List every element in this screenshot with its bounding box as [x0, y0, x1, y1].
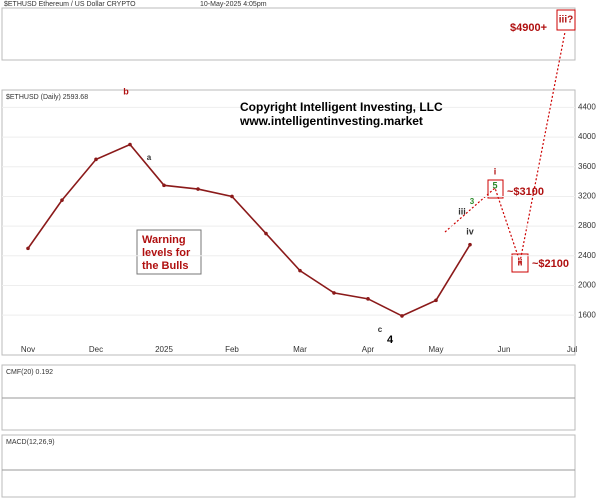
annotation: levels for	[142, 247, 191, 259]
x-tick-label: Jul	[567, 345, 577, 354]
price-point	[468, 242, 472, 247]
x-tick-label: 2025	[155, 345, 173, 354]
annotation: b	[123, 86, 129, 96]
y-tick-label: 3600	[578, 162, 596, 171]
y-tick-label: 4000	[578, 132, 596, 141]
macd-panel	[1, 434, 576, 498]
cmf-label: CMF(20) 0.192	[6, 369, 53, 376]
y-tick-label: 2400	[578, 251, 596, 260]
annotation: ~$2100	[532, 258, 569, 270]
price-panel	[1, 89, 576, 356]
y-tick-label: 2800	[578, 221, 596, 230]
annotation: c	[378, 325, 383, 334]
annotation: Copyright Intelligent Investing, LLC	[240, 100, 443, 114]
price-point	[332, 291, 336, 295]
x-tick-label: Feb	[225, 345, 239, 354]
annotation: 3	[470, 197, 475, 206]
price-point	[366, 297, 370, 301]
annotation: iii?	[559, 15, 573, 26]
price-point	[94, 157, 98, 162]
chart-date: 10-May-2025 4:05pm	[200, 1, 267, 8]
annotation: Warning	[142, 234, 186, 246]
x-tick-label: Dec	[89, 345, 103, 354]
x-tick-label: Mar	[293, 345, 307, 354]
annotation: $4900+	[510, 22, 547, 34]
y-tick-label: 1600	[578, 310, 596, 319]
box-5	[487, 179, 504, 199]
annotation: 5	[492, 180, 497, 190]
price-point	[400, 314, 404, 318]
annotation: iii	[458, 206, 466, 216]
annotation: ~$3100	[507, 186, 544, 198]
annotation: a	[147, 153, 152, 162]
x-tick-label: Jun	[498, 345, 511, 354]
price-point	[264, 231, 268, 236]
annotation: ii	[517, 257, 522, 267]
y-tick-label: 2000	[578, 281, 596, 290]
annotation: 4	[387, 334, 394, 346]
annotation: iv	[466, 226, 474, 236]
price-point	[434, 298, 438, 303]
annotation: www.intelligentinvesting.market	[239, 114, 423, 128]
forecast-path	[444, 31, 566, 265]
warning-box	[136, 229, 202, 275]
chart-title: $ETHUSD Ethereum / US Dollar CRYPTO	[4, 1, 136, 8]
macd-label: MACD(12,26,9)	[6, 439, 55, 446]
price-point	[196, 187, 200, 191]
x-tick-label: Nov	[21, 345, 35, 354]
box-iii	[556, 9, 576, 31]
series-label: $ETHUSD (Daily) 2593.68	[6, 94, 88, 101]
annotation: i	[494, 166, 497, 176]
y-tick-label: 3200	[578, 192, 596, 201]
x-tick-label: May	[428, 345, 443, 354]
annotation: the Bulls	[142, 260, 188, 272]
rsi-panel	[1, 7, 576, 61]
y-tick-label: 4400	[578, 103, 596, 112]
box-ii	[511, 253, 529, 273]
price-line	[27, 143, 471, 317]
price-point	[162, 183, 166, 188]
x-tick-label: Apr	[362, 345, 375, 354]
price-point	[298, 268, 302, 273]
price-point	[128, 142, 132, 147]
price-point	[60, 198, 64, 202]
price-point	[26, 246, 30, 251]
price-point	[230, 194, 234, 199]
